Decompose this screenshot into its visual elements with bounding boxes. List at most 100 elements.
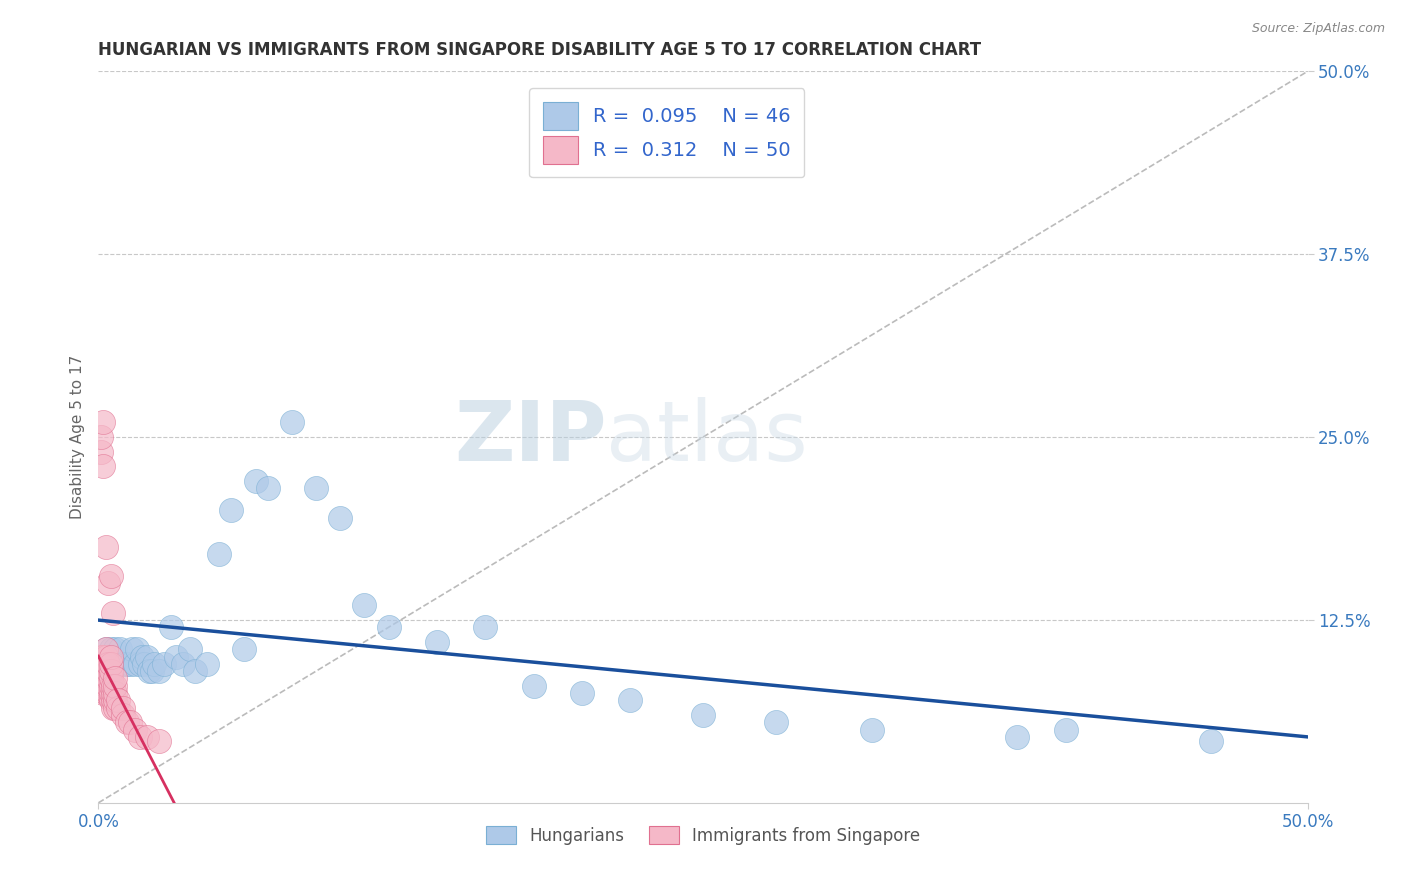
Point bbox=[101, 606, 124, 620]
Point bbox=[91, 672, 114, 686]
Point bbox=[94, 657, 117, 671]
Point bbox=[172, 657, 194, 671]
Point bbox=[148, 664, 170, 678]
Point bbox=[134, 657, 156, 671]
Point bbox=[127, 642, 149, 657]
Point bbox=[107, 700, 129, 714]
Point bbox=[143, 657, 166, 671]
Point bbox=[117, 657, 139, 671]
Legend: Hungarians, Immigrants from Singapore: Hungarians, Immigrants from Singapore bbox=[477, 818, 929, 853]
Point bbox=[256, 481, 278, 495]
Point bbox=[148, 734, 170, 748]
Point bbox=[90, 672, 112, 686]
Point bbox=[100, 693, 122, 707]
Point bbox=[329, 510, 352, 524]
Point bbox=[128, 730, 150, 744]
Y-axis label: Disability Age 5 to 17: Disability Age 5 to 17 bbox=[69, 355, 84, 519]
Point bbox=[97, 576, 120, 591]
Point bbox=[221, 503, 243, 517]
Point bbox=[195, 657, 218, 671]
Point bbox=[100, 686, 122, 700]
Point bbox=[281, 416, 304, 430]
Point bbox=[152, 657, 174, 671]
Point bbox=[100, 642, 122, 657]
Text: atlas: atlas bbox=[606, 397, 808, 477]
Point bbox=[1054, 723, 1077, 737]
Point bbox=[100, 664, 122, 678]
Point bbox=[131, 649, 153, 664]
Point bbox=[94, 664, 117, 678]
Text: Source: ZipAtlas.com: Source: ZipAtlas.com bbox=[1251, 22, 1385, 36]
Text: ZIP: ZIP bbox=[454, 397, 606, 477]
Point bbox=[94, 679, 117, 693]
Point bbox=[179, 642, 201, 657]
Point bbox=[91, 679, 114, 693]
Point bbox=[94, 686, 117, 700]
Point bbox=[94, 649, 117, 664]
Point bbox=[100, 569, 122, 583]
Point bbox=[90, 657, 112, 671]
Point bbox=[860, 723, 883, 737]
Point bbox=[104, 672, 127, 686]
Point bbox=[104, 686, 127, 700]
Point bbox=[90, 664, 112, 678]
Point bbox=[91, 459, 114, 474]
Point bbox=[184, 664, 207, 678]
Point bbox=[1007, 730, 1029, 744]
Point bbox=[135, 649, 157, 664]
Point bbox=[124, 657, 146, 671]
Point bbox=[90, 679, 112, 693]
Point bbox=[100, 649, 122, 664]
Point bbox=[90, 444, 112, 458]
Point bbox=[101, 686, 124, 700]
Point bbox=[97, 679, 120, 693]
Point bbox=[208, 547, 231, 561]
Point bbox=[100, 679, 122, 693]
Point bbox=[118, 715, 141, 730]
Point bbox=[104, 679, 127, 693]
Point bbox=[571, 686, 593, 700]
Point bbox=[111, 700, 134, 714]
Point bbox=[101, 679, 124, 693]
Point bbox=[101, 700, 124, 714]
Point bbox=[91, 649, 114, 664]
Point bbox=[100, 672, 122, 686]
Point bbox=[619, 693, 641, 707]
Point bbox=[90, 430, 112, 444]
Point bbox=[104, 700, 127, 714]
Point bbox=[91, 664, 114, 678]
Point bbox=[118, 657, 141, 671]
Point bbox=[97, 686, 120, 700]
Point bbox=[101, 693, 124, 707]
Point bbox=[377, 620, 399, 634]
Point bbox=[426, 635, 449, 649]
Point bbox=[104, 642, 127, 657]
Point bbox=[128, 657, 150, 671]
Point bbox=[94, 672, 117, 686]
Point bbox=[1199, 734, 1222, 748]
Point bbox=[100, 657, 122, 671]
Point bbox=[91, 416, 114, 430]
Point bbox=[94, 642, 117, 657]
Point bbox=[135, 730, 157, 744]
Point bbox=[692, 708, 714, 723]
Point bbox=[305, 481, 328, 495]
Point bbox=[91, 686, 114, 700]
Point bbox=[165, 649, 187, 664]
Point bbox=[765, 715, 787, 730]
Point bbox=[160, 620, 183, 634]
Point bbox=[124, 723, 146, 737]
Point bbox=[232, 642, 254, 657]
Point bbox=[138, 664, 160, 678]
Point bbox=[90, 649, 112, 664]
Point bbox=[91, 657, 114, 671]
Point bbox=[111, 708, 134, 723]
Point bbox=[97, 672, 120, 686]
Text: HUNGARIAN VS IMMIGRANTS FROM SINGAPORE DISABILITY AGE 5 TO 17 CORRELATION CHART: HUNGARIAN VS IMMIGRANTS FROM SINGAPORE D… bbox=[98, 41, 981, 59]
Point bbox=[104, 693, 127, 707]
Point bbox=[353, 599, 375, 613]
Point bbox=[117, 715, 139, 730]
Point bbox=[97, 657, 120, 671]
Point bbox=[141, 664, 163, 678]
Point bbox=[107, 693, 129, 707]
